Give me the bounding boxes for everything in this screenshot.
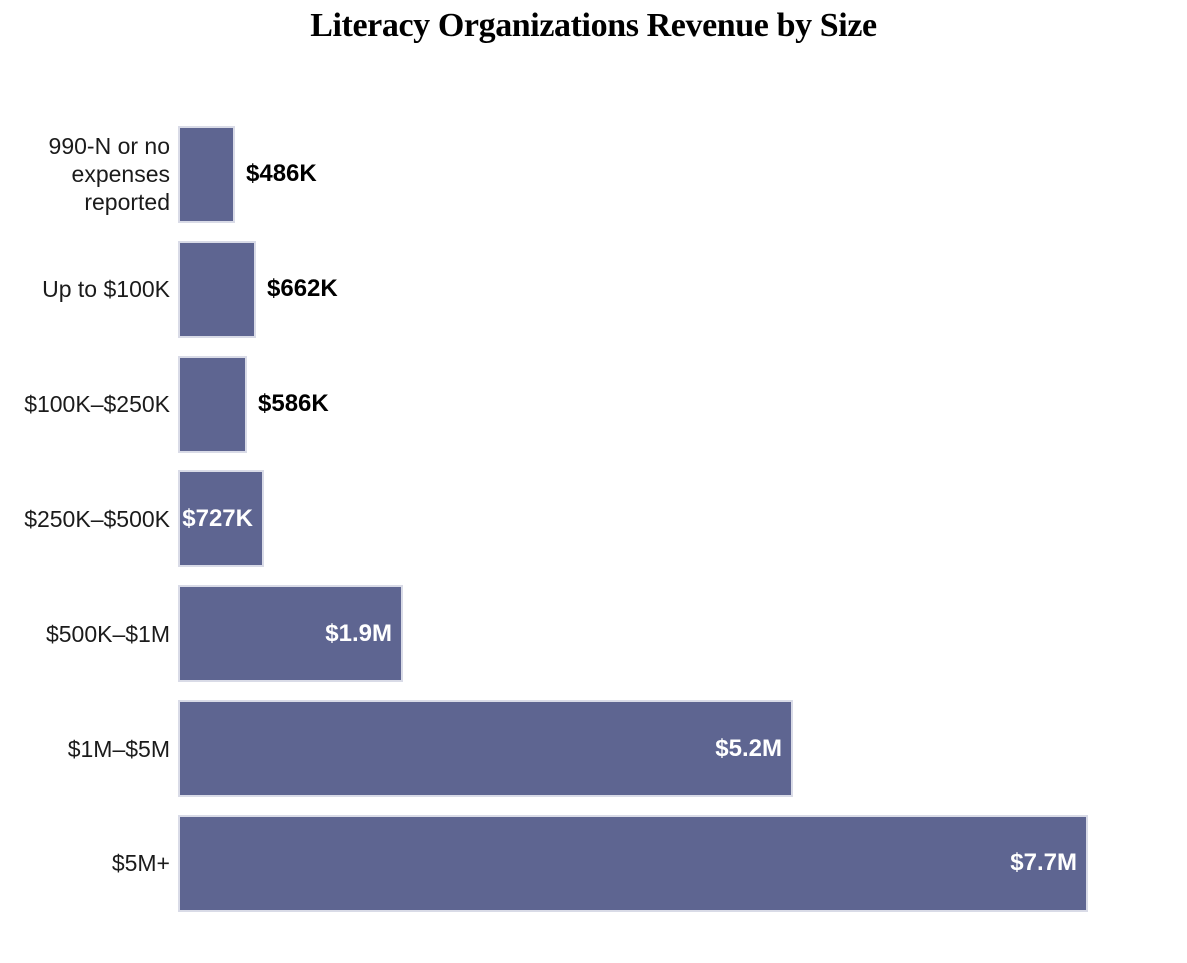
chart-row: Up to $100K $662K: [0, 232, 1187, 347]
category-label: $5M+: [111, 850, 170, 877]
bar-chart: 990-N or no expenses reported $486K Up t…: [0, 117, 1187, 921]
value-label-outside: $662K: [267, 275, 338, 303]
bar: $727K: [178, 470, 264, 568]
bar-track: $662K: [178, 240, 1187, 338]
category-label: 990-N or no expenses reported: [48, 133, 170, 216]
chart-row: 990-N or no expenses reported $486K: [0, 117, 1187, 232]
bar: [178, 125, 235, 223]
chart-title: Literacy Organizations Revenue by Size: [310, 7, 877, 44]
value-label-outside: $486K: [246, 160, 317, 188]
chart-row: $500K–$1M $1.9M: [0, 576, 1187, 691]
bar: [178, 240, 256, 338]
value-label-inside: $7.7M: [1010, 849, 1077, 877]
category-label: $1M–$5M: [67, 735, 170, 762]
value-label-inside: $5.2M: [715, 734, 782, 762]
category-label: $100K–$250K: [24, 391, 170, 418]
category-label: $500K–$1M: [45, 620, 170, 647]
category-label: Up to $100K: [42, 276, 170, 303]
bar: $5.2M: [178, 700, 793, 798]
bar: [178, 355, 247, 453]
value-label-outside: $586K: [258, 390, 329, 418]
bar-track: $7.7M: [178, 814, 1187, 912]
bar: $7.7M: [178, 814, 1088, 912]
bar-track: $586K: [178, 355, 1187, 453]
value-label-inside: $1.9M: [325, 619, 392, 647]
value-label-inside: $727K: [182, 504, 253, 532]
chart-row: $100K–$250K $586K: [0, 347, 1187, 462]
bar-track: $1.9M: [178, 585, 1187, 683]
chart-row: $5M+ $7.7M: [0, 806, 1187, 921]
bar: $1.9M: [178, 585, 403, 683]
bar-track: $5.2M: [178, 700, 1187, 798]
bar-track: $486K: [178, 125, 1187, 223]
chart-row: $250K–$500K $727K: [0, 462, 1187, 577]
category-label: $250K–$500K: [24, 505, 170, 532]
chart-row: $1M–$5M $5.2M: [0, 691, 1187, 806]
bar-track: $727K: [178, 470, 1187, 568]
